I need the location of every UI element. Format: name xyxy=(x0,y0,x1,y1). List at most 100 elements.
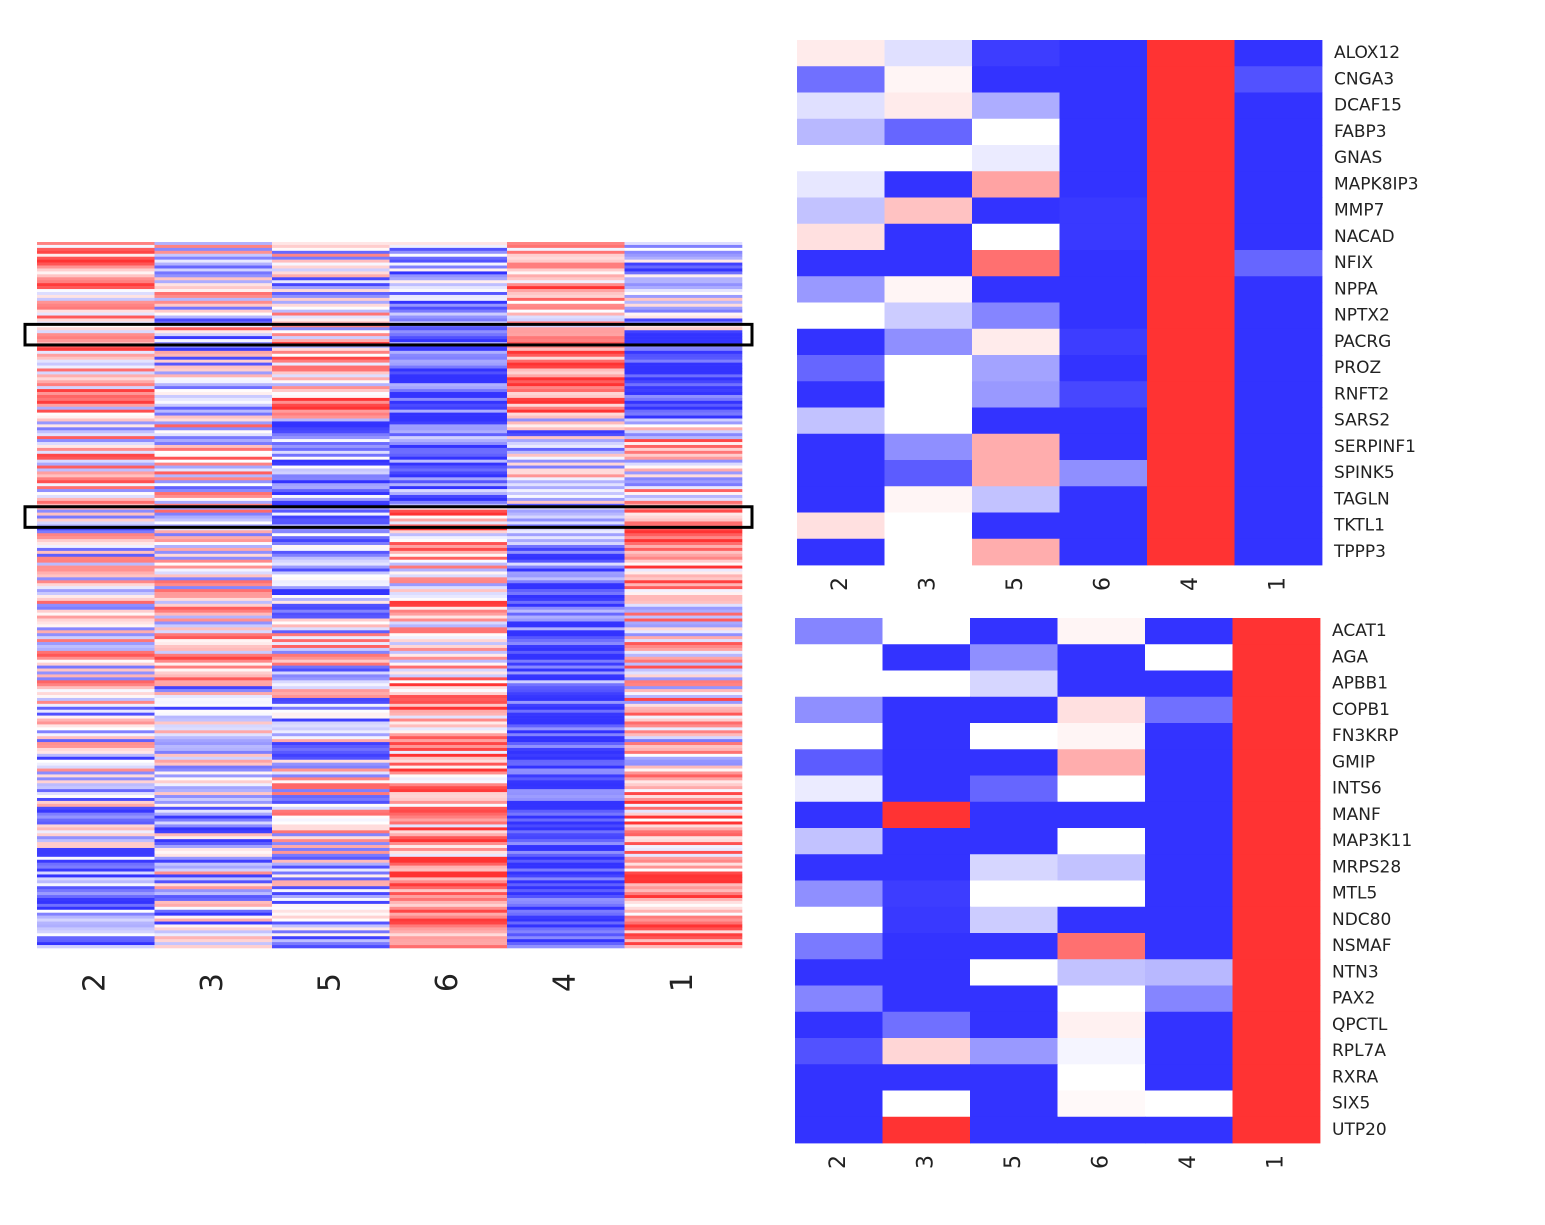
overview-cell xyxy=(507,706,625,711)
overview-cell xyxy=(624,700,743,705)
overview-cell xyxy=(389,242,508,246)
overview-cell xyxy=(389,289,508,293)
upper-cell xyxy=(1147,355,1235,382)
overview-cell xyxy=(507,709,625,713)
overview-cell xyxy=(389,621,508,625)
overview-cell xyxy=(624,442,743,446)
overview-cell xyxy=(37,783,155,787)
overview-cell xyxy=(154,759,273,763)
overview-cell xyxy=(154,686,273,690)
overview-cell xyxy=(37,883,155,887)
highlight-box-1[interactable] xyxy=(23,322,754,347)
overview-cell xyxy=(154,447,273,452)
overview-cell xyxy=(624,783,743,787)
overview-cell xyxy=(272,597,390,602)
overview-cell xyxy=(37,595,155,599)
overview-cell xyxy=(389,406,508,410)
overview-cell xyxy=(624,453,743,458)
upper-cell xyxy=(884,355,973,382)
overview-cell xyxy=(272,265,390,269)
upper-cell xyxy=(1234,66,1323,93)
overview-cell xyxy=(389,906,508,911)
overview-cell xyxy=(624,468,743,472)
overview-cell xyxy=(37,350,155,355)
overview-cell xyxy=(272,350,390,355)
overview-cell xyxy=(37,603,155,608)
overview-cell xyxy=(272,615,390,619)
overview-cell xyxy=(389,824,508,828)
overview-cell xyxy=(37,374,155,378)
upper-cell xyxy=(797,171,885,198)
overview-cell xyxy=(507,718,625,722)
overview-cell xyxy=(154,562,273,566)
overview-cell xyxy=(154,574,273,578)
overview-cell xyxy=(507,315,625,319)
overview-cell xyxy=(507,615,625,619)
upper-cell xyxy=(884,486,973,513)
highlight-box-2[interactable] xyxy=(23,505,754,529)
overview-cell xyxy=(389,286,508,290)
overview-cell xyxy=(507,695,625,699)
overview-cell xyxy=(389,244,508,249)
overview-cell xyxy=(37,915,155,919)
overview-cell xyxy=(37,533,155,537)
overview-cell xyxy=(37,577,155,581)
overview-cell xyxy=(37,242,155,246)
overview-cell xyxy=(272,253,390,258)
overview-cell xyxy=(624,303,743,308)
lower-cell xyxy=(970,1116,1058,1144)
overview-cell xyxy=(507,874,625,878)
overview-cell xyxy=(389,580,508,584)
overview-cell xyxy=(389,677,508,681)
overview-cell xyxy=(154,430,273,434)
overview-cell xyxy=(624,762,743,766)
lower-cell xyxy=(1232,644,1321,671)
lower-column-label: 2 xyxy=(826,1155,851,1169)
overview-cell xyxy=(624,433,743,437)
overview-cell xyxy=(272,242,390,246)
overview-cell xyxy=(507,380,625,384)
overview-cell xyxy=(154,418,273,422)
overview-cell xyxy=(272,459,390,463)
overview-cell xyxy=(507,918,625,922)
overview-cell xyxy=(154,268,273,272)
overview-cell xyxy=(272,718,390,722)
overview-cell xyxy=(624,880,743,884)
overview-cell xyxy=(272,506,390,510)
overview-cell xyxy=(624,736,743,740)
overview-cell xyxy=(37,756,155,761)
lower-cell xyxy=(882,749,971,776)
overview-cell xyxy=(389,789,508,793)
overview-cell xyxy=(389,480,508,484)
overview-cell xyxy=(272,671,390,675)
overview-cell xyxy=(154,494,273,499)
overview-cell xyxy=(507,642,625,646)
lower-cell xyxy=(1145,618,1233,645)
overview-cell xyxy=(154,677,273,681)
lower-cell xyxy=(795,801,883,829)
overview-cell xyxy=(389,324,508,328)
overview-cell xyxy=(154,444,273,449)
overview-cell xyxy=(154,403,273,408)
overview-cell xyxy=(272,877,390,881)
overview-cell xyxy=(624,462,743,466)
overview-cell xyxy=(507,568,625,572)
lower-row-label: AGA xyxy=(1332,647,1369,667)
overview-cell xyxy=(389,612,508,616)
overview-cell xyxy=(624,856,743,861)
overview-cell xyxy=(389,936,508,940)
overview-cell xyxy=(154,871,273,875)
upper-cell xyxy=(1234,407,1323,435)
overview-cell xyxy=(389,247,508,252)
overview-cell xyxy=(272,389,390,393)
overview-cell xyxy=(37,327,155,331)
overview-cell xyxy=(37,318,155,322)
upper-cell xyxy=(1147,66,1235,93)
overview-cell xyxy=(389,606,508,611)
upper-cell xyxy=(1234,197,1323,225)
overview-cell xyxy=(154,789,273,793)
overview-cell xyxy=(272,803,390,808)
upper-cell xyxy=(1059,433,1148,461)
overview-cell xyxy=(389,718,508,722)
overview-cell xyxy=(624,297,743,302)
